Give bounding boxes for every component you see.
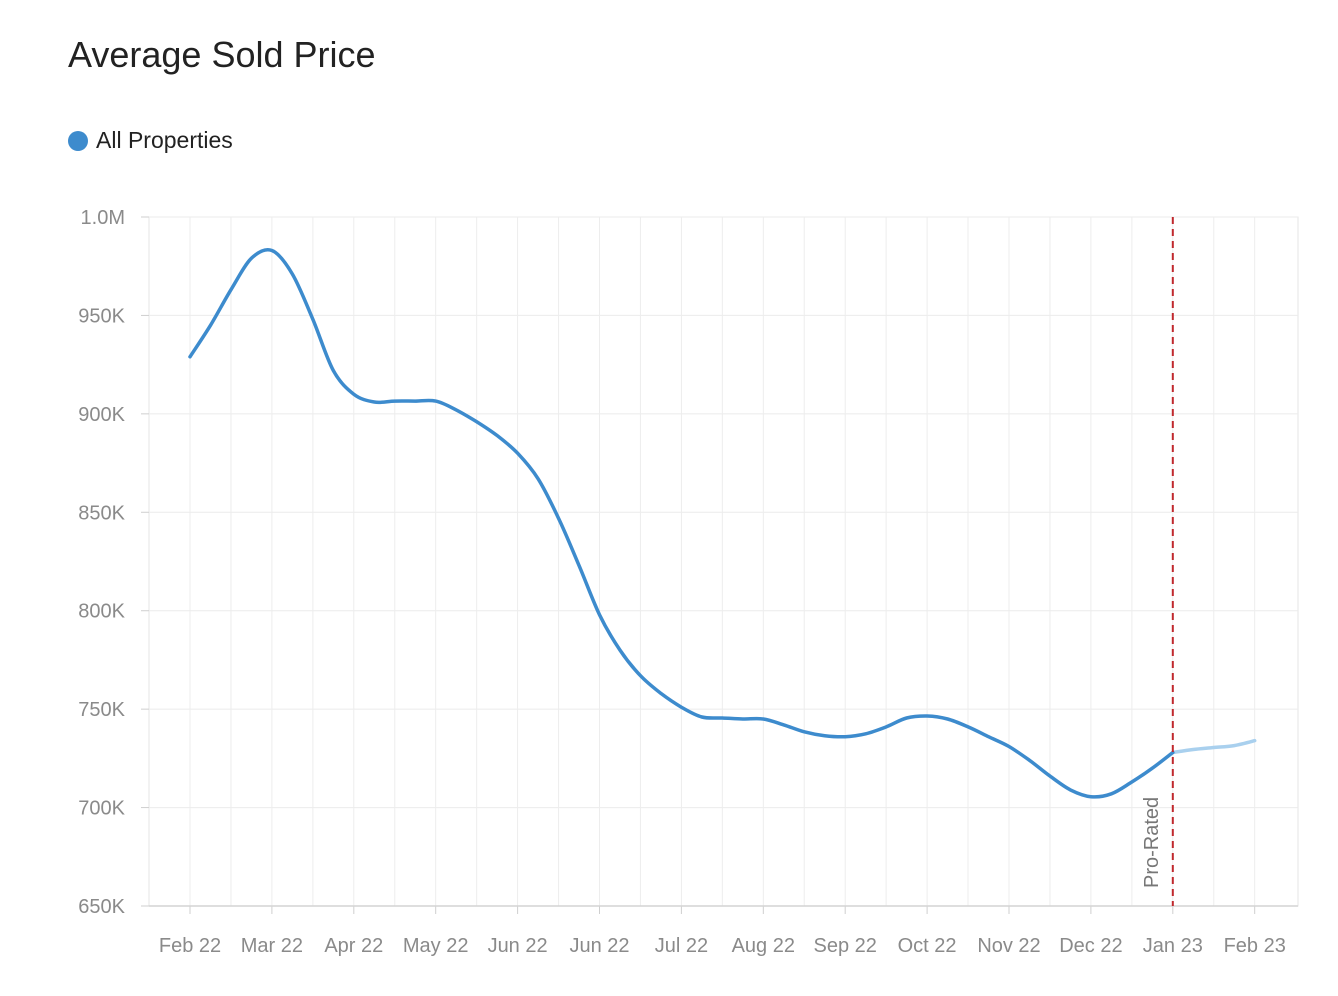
pro-rated-label: Pro-Rated [1141, 797, 1163, 888]
series-line-projected [1171, 738, 1257, 755]
x-tick-label: Oct 22 [898, 935, 957, 957]
x-tick-label: Sep 22 [814, 935, 877, 957]
x-tick-label: Mar 22 [241, 935, 303, 957]
x-tick-label: Feb 22 [159, 935, 221, 957]
x-tick-label: Jun 22 [569, 935, 629, 957]
series-line-all-properties [188, 247, 1175, 799]
legend-label-all-properties: All Properties [96, 127, 233, 153]
plot-frame [148, 216, 1299, 907]
chart-title: Average Sold Price [68, 34, 376, 75]
y-tick-label: 700K [78, 798, 125, 820]
x-tick-label: Dec 22 [1059, 935, 1122, 957]
y-tick-label: 950K [78, 305, 125, 327]
x-tick-label: Aug 22 [732, 935, 795, 957]
x-tick-label: Jul 22 [655, 935, 708, 957]
y-tick-label: 1.0M [81, 207, 125, 229]
x-tick-label: May 22 [403, 935, 469, 957]
y-tick-label: 750K [78, 699, 125, 721]
y-tick-label: 850K [78, 502, 125, 524]
x-tick-label: Apr 22 [324, 935, 383, 957]
y-tick-label: 900K [78, 404, 125, 426]
x-tick-label: Nov 22 [977, 935, 1040, 957]
legend-dot-all-properties [68, 130, 88, 151]
legend: All Properties [68, 127, 233, 154]
y-tick-label: 800K [78, 601, 125, 623]
x-tick-label: Feb 23 [1224, 935, 1286, 957]
x-tick-label: Jan 23 [1143, 935, 1203, 957]
y-tick-label: 650K [78, 896, 125, 918]
x-tick-label: Jun 22 [488, 935, 548, 957]
